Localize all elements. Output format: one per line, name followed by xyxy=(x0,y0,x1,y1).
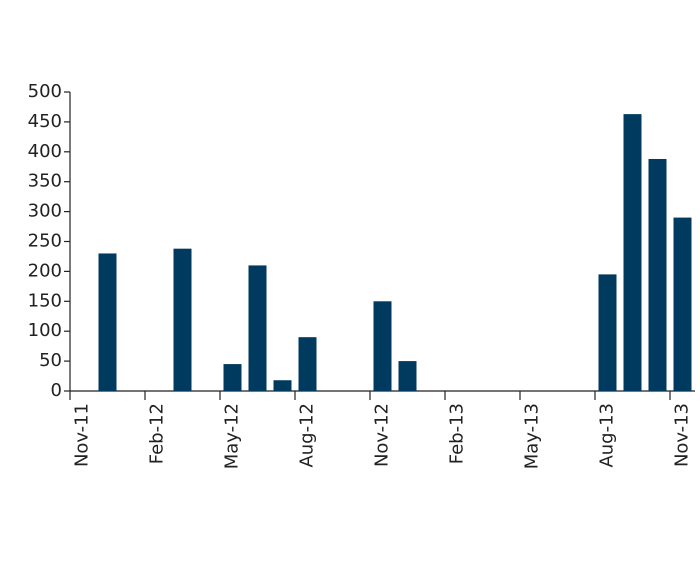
x-tick-label: Aug-13 xyxy=(597,403,618,468)
bar xyxy=(298,337,317,391)
y-tick-label: 350 xyxy=(28,171,62,192)
x-tick-label: May-13 xyxy=(522,403,543,469)
bar xyxy=(173,248,192,391)
bar xyxy=(98,253,117,391)
x-tick-label: Nov-11 xyxy=(72,403,93,467)
bar xyxy=(648,158,667,391)
x-tick-label: Feb-12 xyxy=(147,403,168,464)
y-tick-label: 0 xyxy=(51,380,62,401)
bar xyxy=(373,301,392,391)
bar xyxy=(223,364,242,391)
y-tick-label: 500 xyxy=(28,81,62,102)
bar xyxy=(598,274,617,391)
y-tick-label: 450 xyxy=(28,111,62,132)
y-tick-label: 100 xyxy=(28,320,62,341)
x-tick-label: May-12 xyxy=(222,403,243,469)
x-tick-label: Nov-12 xyxy=(372,403,393,467)
bar xyxy=(248,265,267,391)
y-tick-label: 250 xyxy=(28,231,62,252)
x-tick-label: Feb-13 xyxy=(447,403,468,464)
x-tick-label: Nov-13 xyxy=(672,403,693,467)
y-tick-label: 300 xyxy=(28,201,62,222)
bar xyxy=(398,361,417,391)
y-tick-label: 150 xyxy=(28,290,62,311)
y-tick-label: 50 xyxy=(39,350,62,371)
y-tick-label: 400 xyxy=(28,141,62,162)
bar xyxy=(673,217,692,391)
bar xyxy=(623,114,642,391)
bar xyxy=(273,380,292,391)
y-tick-label: 200 xyxy=(28,260,62,281)
x-tick-label: Aug-12 xyxy=(297,403,318,468)
